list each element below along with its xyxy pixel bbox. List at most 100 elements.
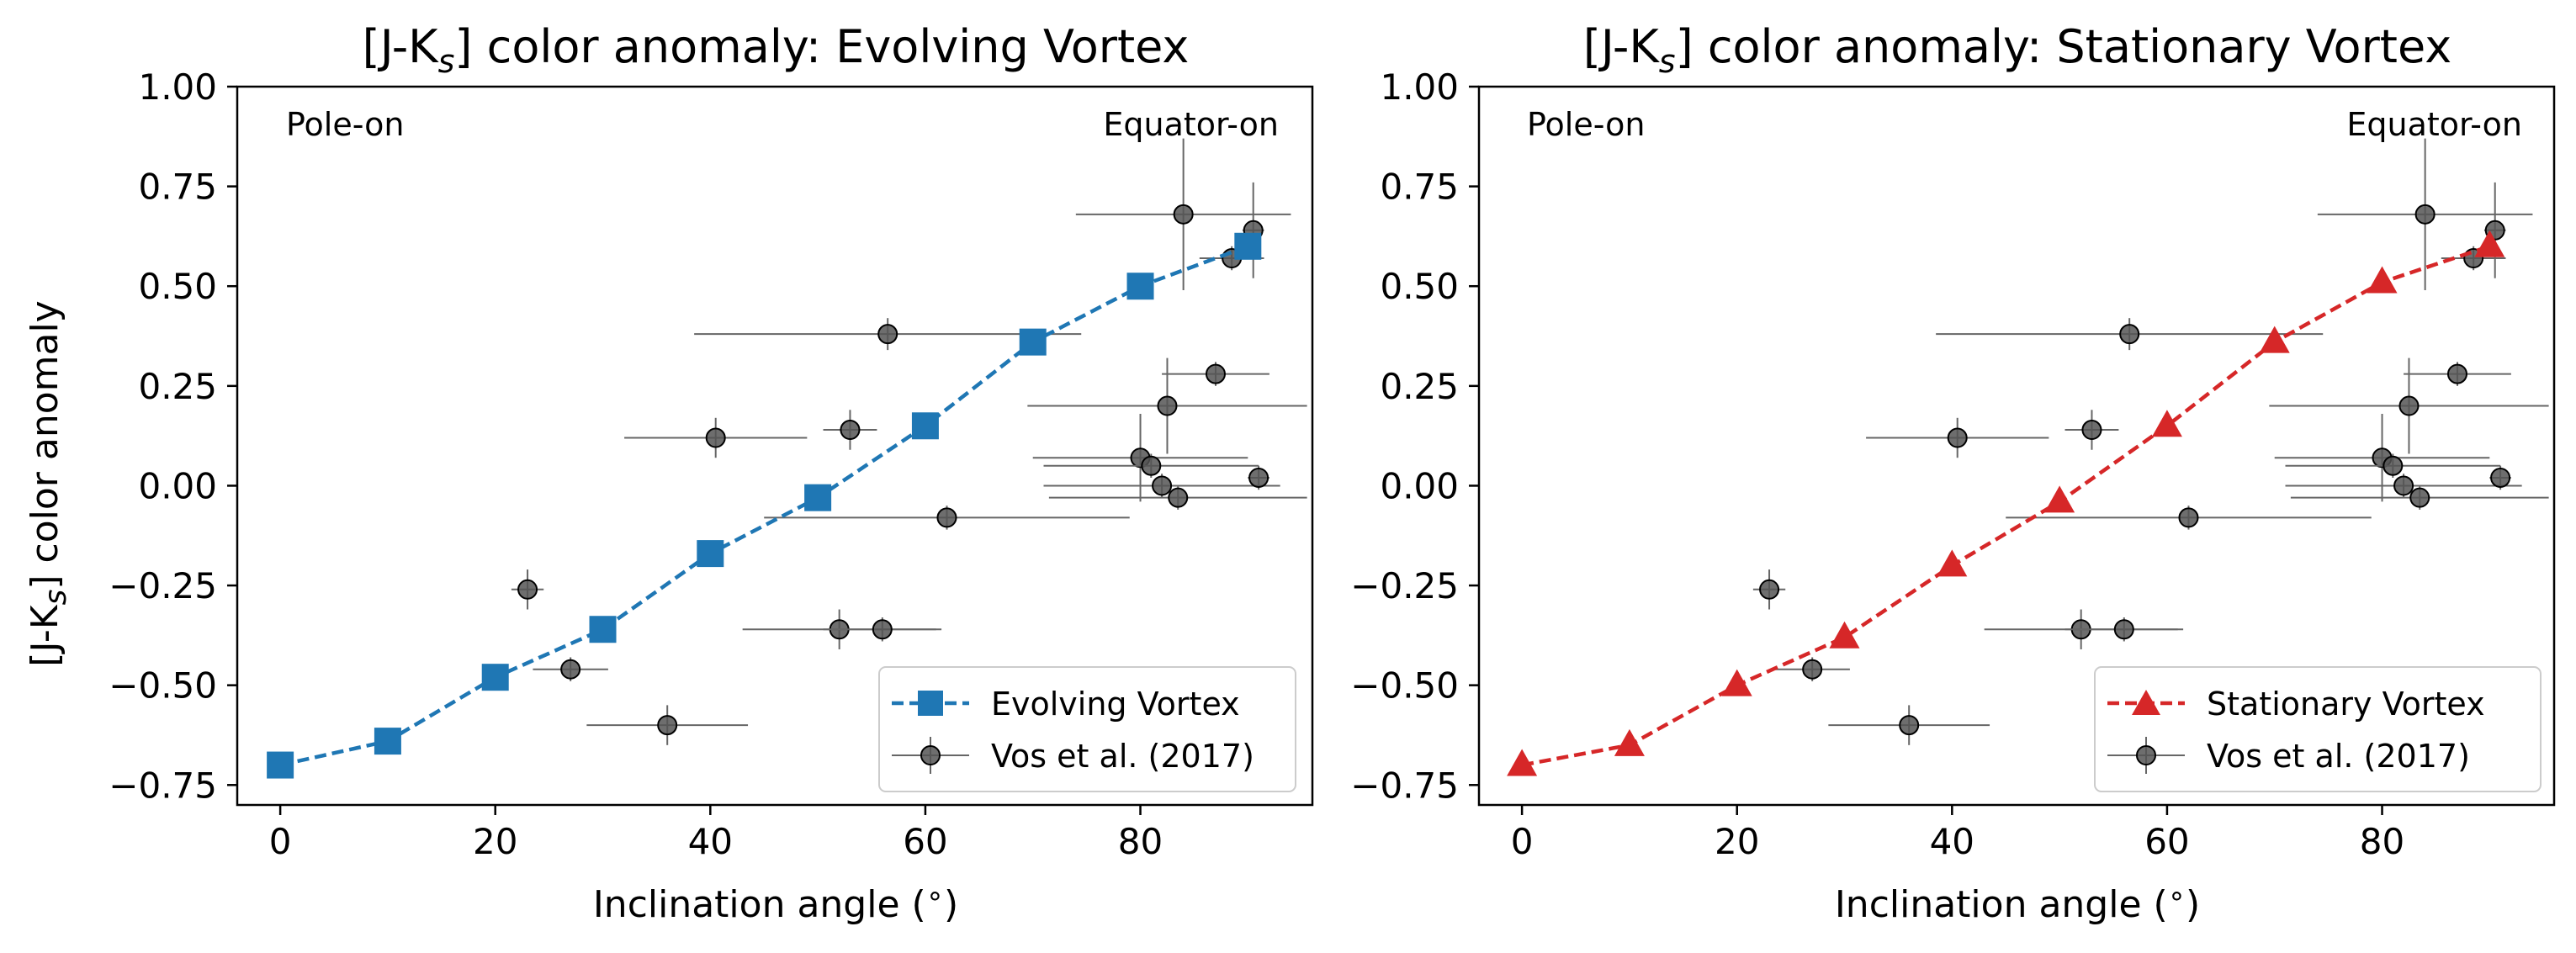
- model-triangle-marker: [1721, 669, 1752, 696]
- y-tick-label: 0.25: [1380, 366, 1459, 407]
- y-tick-label: 0.75: [138, 167, 217, 208]
- observation-marker: [2178, 507, 2199, 528]
- observation-marker: [1152, 475, 1173, 496]
- observation-marker: [2414, 204, 2436, 225]
- observation-marker: [2383, 455, 2404, 476]
- plot-frame: [1477, 85, 2556, 807]
- model-triangle-marker: [2259, 326, 2290, 353]
- observation-point: [586, 705, 749, 745]
- y-tick-label: 1.00: [1380, 66, 1459, 108]
- x-tick-label: 0: [269, 821, 292, 862]
- observation-marker: [517, 579, 538, 600]
- model-triangle-marker: [1829, 621, 1860, 649]
- observation-point: [823, 410, 877, 450]
- observation-point: [1043, 453, 1259, 478]
- observation-point: [2006, 506, 2372, 530]
- observation-point: [1048, 485, 1307, 510]
- model-square-marker: [911, 412, 939, 440]
- observation-point: [1162, 362, 1269, 386]
- legend-obs-label: Vos et al. (2017): [991, 738, 1254, 775]
- model-square-marker: [1019, 328, 1047, 356]
- observation-marker: [2490, 467, 2511, 488]
- observation-point: [764, 506, 1130, 530]
- observation-marker: [2446, 363, 2467, 384]
- x-tick-label: 40: [1930, 821, 1974, 862]
- model-triangle-marker: [2151, 410, 2182, 437]
- observation-marker: [1168, 487, 1189, 508]
- observation-marker: [560, 659, 581, 680]
- x-tick-label: 60: [2144, 821, 2189, 862]
- legend: Evolving Vortex Vos et al. (2017): [878, 666, 1296, 792]
- stationary-vortex-panel: [J-Ks] color anomaly: Stationary Vortex …: [1350, 20, 2556, 926]
- x-axis-label: Inclination angle (∘): [1835, 879, 2200, 926]
- observation-marker: [936, 507, 957, 528]
- legend-evolving-label: Evolving Vortex: [991, 686, 1240, 723]
- legend: Stationary Vortex Vos et al. (2017): [2094, 666, 2542, 792]
- annotation-pole-on: Pole-on: [286, 106, 405, 143]
- legend-obs-marker: [920, 745, 941, 765]
- model-square-marker: [481, 664, 509, 691]
- observation-point: [1032, 414, 1248, 502]
- y-tick-label: 0.50: [1380, 266, 1459, 307]
- observation-marker: [1899, 715, 1920, 736]
- observation-point: [2285, 453, 2501, 478]
- y-tick-label: −0.50: [1350, 665, 1459, 707]
- observation-marker: [872, 619, 893, 640]
- model-square-marker: [1234, 232, 1262, 260]
- observation-marker: [1157, 395, 1178, 416]
- observation-point: [2274, 414, 2490, 502]
- annotation-equator-on: Equator-on: [2346, 106, 2522, 143]
- annotation-pole-on: Pole-on: [1527, 106, 1646, 143]
- observation-point: [823, 617, 942, 642]
- axis-ticks: 0 20 40 60 80 −0.75 −0.50 −0.25 0.00 0.25 0.50 0.75…: [109, 66, 1163, 862]
- x-tick-label: 80: [2360, 821, 2404, 862]
- observation-point: [2317, 138, 2533, 290]
- observation-marker: [2393, 475, 2414, 496]
- y-axis-label: [J-Ks] color anomaly: [24, 300, 73, 666]
- observation-marker: [2409, 487, 2430, 508]
- legend-obs-label: Vos et al. (2017): [2207, 738, 2470, 775]
- observation-marker: [705, 427, 726, 448]
- observation-marker: [1802, 659, 1823, 680]
- legend-evolving-square-marker: [918, 691, 943, 716]
- x-tick-label: 80: [1118, 821, 1163, 862]
- observation-point: [624, 417, 808, 458]
- model-square-marker: [697, 540, 724, 568]
- observation-marker: [657, 715, 678, 736]
- observation-point: [1075, 138, 1291, 290]
- model-square-marker: [1126, 273, 1154, 300]
- observation-marker: [1141, 455, 1162, 476]
- y-tick-label: 0.25: [138, 366, 217, 407]
- y-tick-label: −0.25: [109, 565, 217, 606]
- legend-box: [878, 666, 1296, 792]
- observation-point: [2065, 410, 2119, 450]
- observation-point: [533, 657, 608, 681]
- x-tick-label: 0: [1511, 821, 1534, 862]
- legend-stationary-label: Stationary Vortex: [2207, 686, 2485, 723]
- y-tick-label: 0.00: [1380, 465, 1459, 506]
- observation-marker: [877, 324, 898, 345]
- model-square-marker: [374, 728, 401, 755]
- y-tick-label: 0.75: [1380, 167, 1459, 208]
- legend-stationary-triangle-marker: [2132, 690, 2160, 715]
- observation-marker: [2081, 420, 2102, 441]
- model-triangle-marker: [1937, 549, 1968, 577]
- panel-title: [J-Ks] color anomaly: Evolving Vortex: [363, 20, 1190, 80]
- observation-point: [2285, 474, 2522, 498]
- y-tick-label: 0.50: [138, 266, 217, 307]
- x-tick-label: 40: [688, 821, 733, 862]
- y-tick-label: 0.00: [138, 465, 217, 506]
- model-series: [1507, 230, 2505, 776]
- observation-marker: [1947, 427, 1968, 448]
- observation-point: [2489, 465, 2511, 490]
- observation-marker: [840, 420, 861, 441]
- observation-point: [694, 318, 1082, 351]
- model-triangle-marker: [2367, 266, 2398, 294]
- observation-marker: [2398, 395, 2420, 416]
- model-square-marker: [589, 616, 617, 643]
- annotation-equator-on: Equator-on: [1103, 106, 1279, 143]
- model-triangle-marker: [2474, 230, 2505, 257]
- plot-frame: [236, 85, 1314, 807]
- x-tick-label: 60: [903, 821, 947, 862]
